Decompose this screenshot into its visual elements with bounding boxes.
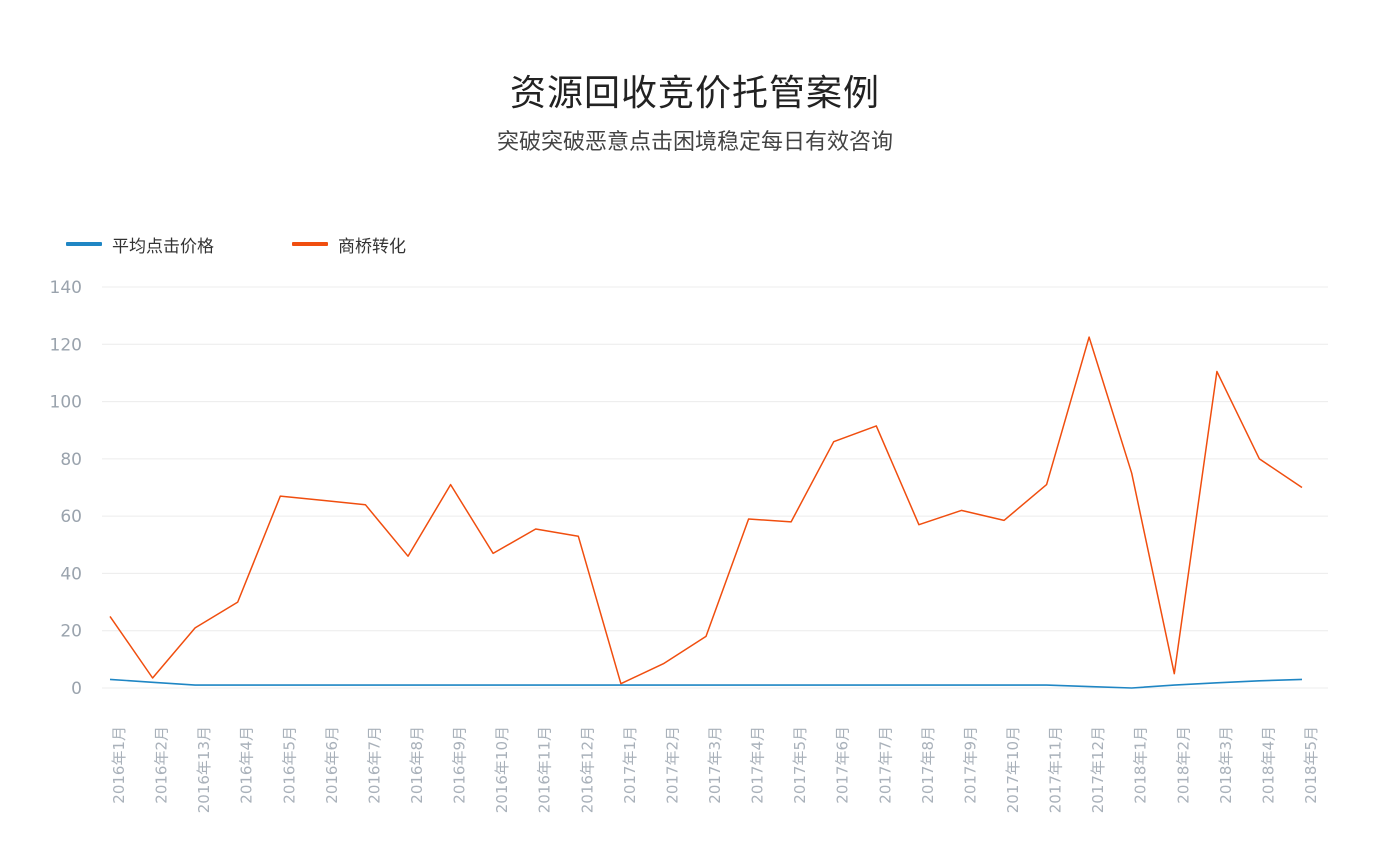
series-lines [109,336,1303,689]
x-tick-label: 2017年3月 [706,726,724,804]
y-tick-label: 120 [50,335,82,355]
x-tick-label: 2017年8月 [919,726,937,804]
x-tick-label: 2016年2月 [153,726,171,804]
y-tick-label: 40 [60,564,82,584]
x-tick-label: 2017年2月 [663,726,681,804]
x-tick-label: 2017年7月 [876,726,894,804]
y-tick-label: 80 [60,450,82,470]
x-tick-label: 2018年3月 [1217,726,1235,804]
y-tick-label: 0 [71,679,82,699]
legend-swatch-avg-click-price [66,242,102,246]
x-tick-label: 2016年6月 [323,726,341,804]
y-tick-label: 100 [50,393,82,413]
x-tick-label: 2017年1月 [621,726,639,804]
legend-swatch-shangqiao-conversion [292,242,328,246]
x-tick-label: 2016年5月 [280,726,298,804]
x-tick-label: 2016年10月 [493,726,511,813]
y-tick-label: 140 [50,278,82,298]
x-tick-label: 2017年5月 [791,726,809,804]
grid-lines [102,286,1328,689]
x-tick-label: 2017年10月 [1004,726,1022,813]
series-line-avg-click-price [109,678,1303,689]
y-axis-ticks: 0 20 40 60 80 100 120 140 [50,278,82,699]
y-tick-label: 20 [60,622,82,642]
chart-subtitle: 突破突破恶意点击困境稳定每日有效咨询 [496,130,893,155]
x-tick-label: 2016年12月 [578,726,596,813]
x-tick-label: 2017年4月 [749,726,767,804]
legend-label-shangqiao-conversion: 商桥转化 [338,236,406,257]
x-tick-label: 2016年8月 [408,726,426,804]
legend-label-avg-click-price: 平均点击价格 [112,236,214,257]
x-tick-label: 2016年9月 [451,726,469,804]
series-line-shangqiao-conversion [109,336,1303,685]
x-tick-label: 2016年7月 [365,726,383,804]
x-tick-label: 2016年13月 [195,726,213,813]
x-tick-label: 2018年4月 [1259,726,1277,804]
x-tick-label: 2017年11月 [1047,726,1065,813]
x-tick-label: 2017年12月 [1089,726,1107,813]
x-axis-ticks: 2016年1月 2016年2月 2016年13月 2016年4月 2016年5月 2016… [110,726,1320,813]
x-tick-label: 2018年5月 [1302,726,1320,804]
legend-item-avg-click-price[interactable]: 平均点击价格 [66,232,214,257]
x-tick-label: 2017年6月 [834,726,852,804]
x-tick-label: 2017年9月 [961,726,979,804]
y-tick-label: 60 [60,507,82,527]
legend-item-shangqiao-conversion[interactable]: 商桥转化 [292,232,406,257]
x-tick-label: 2018年2月 [1174,726,1192,804]
x-tick-label: 2016年1月 [110,726,128,804]
x-tick-label: 2016年4月 [238,726,256,804]
chart-title: 资源回收竞价托管案例 [509,73,880,114]
x-tick-label: 2016年11月 [536,726,554,813]
x-tick-label: 2018年1月 [1132,726,1150,804]
